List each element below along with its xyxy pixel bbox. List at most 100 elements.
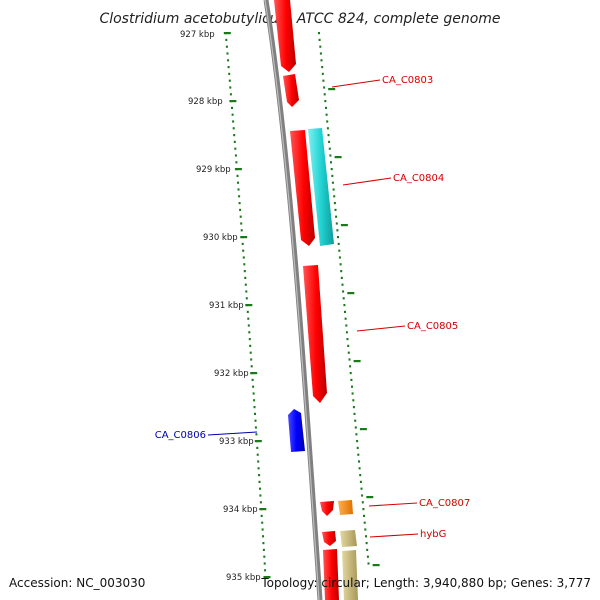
inner-ring-dot bbox=[327, 134, 330, 137]
inner-ring-major-tick bbox=[366, 496, 374, 499]
inner-ring-dot bbox=[334, 208, 337, 211]
inner-ring-dot bbox=[330, 161, 332, 164]
gene-label-ca-c0804[interactable]: CA_C0804 bbox=[393, 173, 444, 184]
inner-ring-dot bbox=[322, 79, 325, 82]
ruler-dot bbox=[226, 52, 229, 55]
ruler-dot bbox=[242, 256, 245, 259]
ruler-dot bbox=[228, 72, 231, 75]
topology-text: Topology: circular; Length: 3,940,880 bp… bbox=[260, 576, 591, 590]
ruler-dot bbox=[239, 215, 242, 218]
gene-label-hybg[interactable]: hybG bbox=[420, 529, 446, 540]
gene-feature-khaki-2[interactable] bbox=[342, 550, 358, 600]
inner-ring-dot bbox=[344, 317, 347, 320]
inner-ring-dot bbox=[318, 38, 321, 41]
ruler-dot bbox=[247, 324, 250, 327]
ruler-dot bbox=[229, 93, 232, 96]
inner-ring-dot bbox=[363, 514, 365, 517]
ruler-dot bbox=[244, 283, 247, 286]
ruler-dot bbox=[245, 290, 248, 293]
inner-ring-dot bbox=[342, 290, 345, 293]
inner-ring-dot bbox=[340, 276, 343, 279]
ruler-dot bbox=[240, 222, 243, 225]
gene-labels: CA_C0803 CA_C0804 CA_C0805 CA_C0806 CA_C… bbox=[155, 75, 471, 540]
gene-arrow-ca-c0805[interactable] bbox=[303, 265, 327, 403]
ruler-dot bbox=[238, 202, 241, 205]
tick-label-927: 927 kbp bbox=[180, 30, 215, 40]
inner-ring-dot bbox=[356, 440, 359, 443]
ruler-dot bbox=[247, 317, 250, 320]
inner-ring-dot bbox=[365, 542, 368, 545]
gene-arrow-hybg[interactable] bbox=[322, 531, 336, 546]
inner-ring-dot bbox=[321, 72, 324, 75]
gene-arrow-ca-c0804[interactable] bbox=[290, 130, 315, 246]
ruler-major-tick bbox=[223, 32, 231, 35]
ruler-dot bbox=[228, 79, 231, 82]
inner-ring-major-tick bbox=[359, 428, 367, 431]
ruler-dot bbox=[259, 487, 261, 490]
label-leaders bbox=[207, 79, 419, 538]
accession-text: Accession: NC_003030 bbox=[9, 576, 145, 590]
gene-arrow-next[interactable] bbox=[323, 549, 339, 600]
ruler-dot bbox=[231, 106, 233, 109]
inner-ring-dot bbox=[358, 467, 361, 470]
inner-ring-dot bbox=[344, 310, 346, 313]
gene-feature-teal[interactable] bbox=[308, 128, 334, 246]
ruler-dot bbox=[238, 195, 241, 198]
inner-ring-dot bbox=[338, 249, 341, 252]
inner-ring-dot bbox=[350, 378, 353, 381]
ruler-dot bbox=[243, 263, 246, 266]
ruler-dot bbox=[261, 528, 264, 531]
inner-ring-dot bbox=[333, 202, 336, 205]
inner-ring-dot bbox=[345, 324, 348, 327]
ruler-dot bbox=[258, 480, 261, 483]
ruler-dot bbox=[251, 378, 254, 381]
ruler-dot bbox=[252, 385, 255, 388]
ruler-dot bbox=[234, 147, 237, 150]
ruler-major-tick bbox=[254, 440, 262, 443]
gene-arrow-ca-c0803[interactable] bbox=[283, 74, 299, 107]
inner-ring-major-tick bbox=[340, 224, 348, 227]
gene-label-ca-c0807[interactable]: CA_C0807 bbox=[419, 498, 470, 509]
inner-ring-dot bbox=[324, 100, 327, 103]
inner-ring-dot bbox=[351, 392, 354, 395]
inner-ring-dot bbox=[323, 86, 326, 89]
inner-ring-dot bbox=[325, 106, 327, 109]
inner-ring-dot bbox=[321, 66, 324, 69]
leader-ca-c0805 bbox=[356, 325, 406, 332]
genome-backbone bbox=[263, 0, 323, 600]
tick-label-930: 930 kbp bbox=[203, 233, 238, 243]
gene-arrow-ca-c0802[interactable] bbox=[274, 0, 296, 72]
inner-ring-dot bbox=[330, 168, 333, 171]
ruler-major-tick bbox=[259, 508, 267, 511]
inner-ring-dot bbox=[347, 344, 350, 347]
ruler-dot bbox=[242, 249, 245, 252]
inner-ring-dot bbox=[346, 338, 349, 341]
gene-label-ca-c0806[interactable]: CA_C0806 bbox=[155, 430, 206, 441]
ruler-dot bbox=[235, 161, 238, 164]
tick-label-933: 933 kbp bbox=[219, 437, 254, 447]
gene-label-ca-c0805[interactable]: CA_C0805 bbox=[407, 321, 458, 332]
gene-arrow-ca-c0806[interactable] bbox=[288, 409, 305, 452]
inner-ring-dot bbox=[356, 446, 359, 449]
inner-ring-dot bbox=[359, 480, 362, 483]
inner-ring-dot bbox=[353, 412, 356, 415]
tick-label-935: 935 kbp bbox=[226, 573, 261, 583]
gene-label-ca-c0803[interactable]: CA_C0803 bbox=[382, 75, 433, 86]
ruler-major-tick bbox=[250, 372, 258, 375]
ruler-dot bbox=[254, 426, 257, 429]
inner-ring-dot bbox=[365, 535, 367, 538]
tick-labels: 927 kbp 928 kbp 929 kbp 930 kbp 931 kbp … bbox=[180, 30, 261, 583]
inner-ring-dot bbox=[342, 297, 345, 300]
gene-feature-orange[interactable] bbox=[338, 500, 353, 515]
inner-ring-dot bbox=[359, 474, 362, 477]
ruler-dot bbox=[262, 542, 265, 545]
ruler-dot bbox=[250, 358, 253, 361]
position-ruler bbox=[223, 32, 271, 579]
ruler-dot bbox=[237, 181, 239, 184]
ruler-dot bbox=[258, 474, 261, 477]
gene-feature-khaki[interactable] bbox=[340, 530, 357, 547]
ruler-dot bbox=[259, 494, 262, 497]
ruler-major-tick bbox=[240, 236, 248, 239]
gene-arrow-ca-c0807[interactable] bbox=[320, 501, 334, 516]
